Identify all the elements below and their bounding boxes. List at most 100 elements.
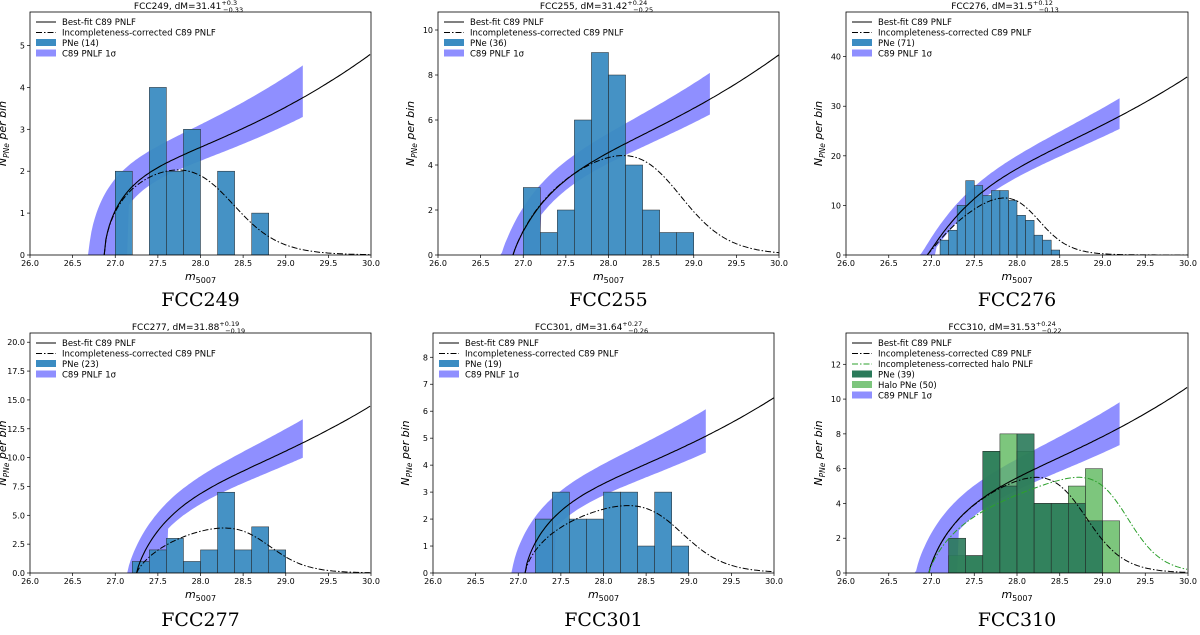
y-axis-label: NPNe per bin bbox=[399, 420, 414, 485]
x-axis-label: m5007 bbox=[1001, 270, 1032, 285]
y-tick-label: 4 bbox=[20, 83, 25, 92]
y-tick-label: 10.0 bbox=[7, 454, 25, 463]
best-fit-pnlf-line bbox=[103, 54, 371, 255]
x-tick-label: 29.5 bbox=[1136, 259, 1154, 268]
y-tick-label: 5.0 bbox=[12, 511, 25, 520]
legend-band-swatch bbox=[444, 49, 464, 57]
x-tick-label: 27.5 bbox=[149, 577, 167, 586]
y-tick-label: 7 bbox=[423, 380, 428, 389]
y-tick-label: 12.5 bbox=[7, 425, 25, 434]
panel-fcc310: 26.0 26.5 27.0 27.5 28.0 28.5 29.0 29.5 30.0 0 2 4 6… bbox=[812, 320, 1197, 603]
x-tick-label: 27.0 bbox=[106, 577, 124, 586]
y-tick-label: 0 bbox=[836, 251, 841, 260]
x-tick-label: 26.5 bbox=[64, 259, 82, 268]
y-tick-label: 8 bbox=[428, 71, 433, 80]
pne-bar bbox=[956, 205, 966, 255]
legend-label: PNe (36) bbox=[470, 39, 507, 49]
legend-label: Incompleteness-corrected C89 PNLF bbox=[62, 350, 216, 360]
y-tick-label: 5 bbox=[20, 42, 25, 51]
y-tick-label: 0.0 bbox=[12, 569, 25, 578]
x-tick-label: 30.0 bbox=[1179, 259, 1197, 268]
y-tick-label: 1 bbox=[20, 209, 25, 218]
y-tick-label: 8 bbox=[836, 430, 841, 439]
x-tick-label: 28.0 bbox=[595, 577, 613, 586]
panel-title: FCC277, dM=31.88+0.19 −0.19 bbox=[132, 320, 245, 335]
y-axis-label: NPNe per bin bbox=[0, 101, 11, 166]
x-tick-label: 30.0 bbox=[362, 577, 380, 586]
y-tick-label: 1 bbox=[423, 542, 428, 551]
legend-label: Best-fit C89 PNLF bbox=[878, 339, 952, 349]
pne-bar bbox=[948, 537, 966, 573]
legend-label: C89 PNLF 1σ bbox=[878, 50, 933, 60]
x-tick-label: 29.5 bbox=[1136, 577, 1154, 586]
incompleteness-corrected-pnlf-line bbox=[524, 505, 774, 573]
y-tick-label: 3 bbox=[20, 125, 25, 134]
panel-caption: FCC276 bbox=[978, 289, 1057, 311]
y-tick-label: 10 bbox=[831, 201, 841, 210]
pne-bar bbox=[574, 119, 592, 255]
plot-area bbox=[79, 54, 371, 255]
x-tick-label: 30.0 bbox=[362, 259, 380, 268]
y-tick-label: 2 bbox=[428, 206, 433, 215]
y-tick-label: 7.5 bbox=[12, 482, 25, 491]
incompleteness-corrected-halo-pnlf-line bbox=[928, 476, 1188, 573]
pne-bar bbox=[251, 212, 269, 255]
legend-halo-pne-swatch bbox=[852, 381, 872, 388]
x-tick-label: 30.0 bbox=[765, 577, 783, 586]
panel-caption: FCC255 bbox=[569, 289, 648, 311]
legend-label: Best-fit C89 PNLF bbox=[878, 18, 952, 28]
panel-title: FCC276, dM=31.5+0.12 −0.13 bbox=[951, 0, 1059, 14]
legend-label: C89 PNLF 1σ bbox=[62, 371, 117, 381]
pne-bar bbox=[948, 229, 958, 255]
x-tick-label: 26.5 bbox=[880, 259, 898, 268]
y-tick-label: 4 bbox=[836, 499, 841, 508]
x-tick-label: 29.5 bbox=[727, 259, 745, 268]
x-axis-label: m5007 bbox=[185, 588, 216, 603]
legend-label: Incompleteness-corrected C89 PNLF bbox=[878, 350, 1032, 360]
pne-bar bbox=[132, 561, 150, 573]
x-axis-label: m5007 bbox=[593, 270, 624, 285]
pne-bar bbox=[982, 195, 992, 255]
legend-pne-swatch bbox=[852, 39, 872, 46]
pne-bar bbox=[1068, 503, 1086, 573]
panel-fcc276: 26.0 26.5 27.0 27.5 28.0 28.5 29.0 29.5 30.0 0 10 2… bbox=[812, 0, 1197, 285]
x-tick-label: 27.5 bbox=[965, 577, 983, 586]
legend-band-swatch bbox=[36, 49, 56, 57]
pne-bar bbox=[654, 491, 672, 573]
x-tick-label: 28.5 bbox=[642, 259, 660, 268]
legend-label: C89 PNLF 1σ bbox=[62, 50, 117, 60]
legend-band-swatch bbox=[852, 391, 872, 399]
legend-label: PNe (23) bbox=[62, 360, 99, 370]
pne-bar bbox=[217, 170, 235, 255]
x-tick-label: 28.0 bbox=[192, 259, 210, 268]
legend-label: Halo PNe (50) bbox=[878, 381, 937, 391]
x-tick-label: 28.5 bbox=[1051, 577, 1069, 586]
best-fit-pnlf-line bbox=[926, 76, 1188, 255]
x-tick-label: 26.0 bbox=[21, 259, 39, 268]
x-tick-label: 26.5 bbox=[880, 577, 898, 586]
y-tick-label: 5 bbox=[423, 434, 428, 443]
y-axis-label: NPNe per bin bbox=[812, 101, 827, 166]
x-tick-label: 28.5 bbox=[234, 577, 252, 586]
legend-label: Best-fit C89 PNLF bbox=[62, 339, 136, 349]
panel-caption: FCC310 bbox=[978, 609, 1057, 631]
y-tick-label: 40 bbox=[831, 53, 841, 62]
panel-title: FCC310, dM=31.53+0.24 −0.22 bbox=[948, 320, 1061, 335]
y-tick-label: 0 bbox=[836, 569, 841, 578]
plot-area bbox=[508, 397, 774, 573]
x-tick-label: 27.5 bbox=[557, 259, 575, 268]
x-tick-label: 29.0 bbox=[277, 259, 295, 268]
x-tick-label: 29.5 bbox=[319, 259, 337, 268]
x-tick-label: 28.5 bbox=[637, 577, 655, 586]
plot-area bbox=[122, 405, 371, 573]
pne-bar bbox=[1085, 520, 1103, 573]
legend: Best-fit C89 PNLFIncompleteness-correcte… bbox=[852, 339, 1033, 402]
pne-bar bbox=[200, 549, 218, 573]
legend-label: Incompleteness-corrected C89 PNLF bbox=[465, 350, 619, 360]
x-tick-label: 28.0 bbox=[600, 259, 618, 268]
y-tick-label: 6 bbox=[423, 407, 428, 416]
y-tick-label: 12 bbox=[831, 360, 841, 369]
incompleteness-corrected-pnlf-line bbox=[136, 527, 371, 573]
legend-label: PNe (14) bbox=[62, 39, 99, 49]
